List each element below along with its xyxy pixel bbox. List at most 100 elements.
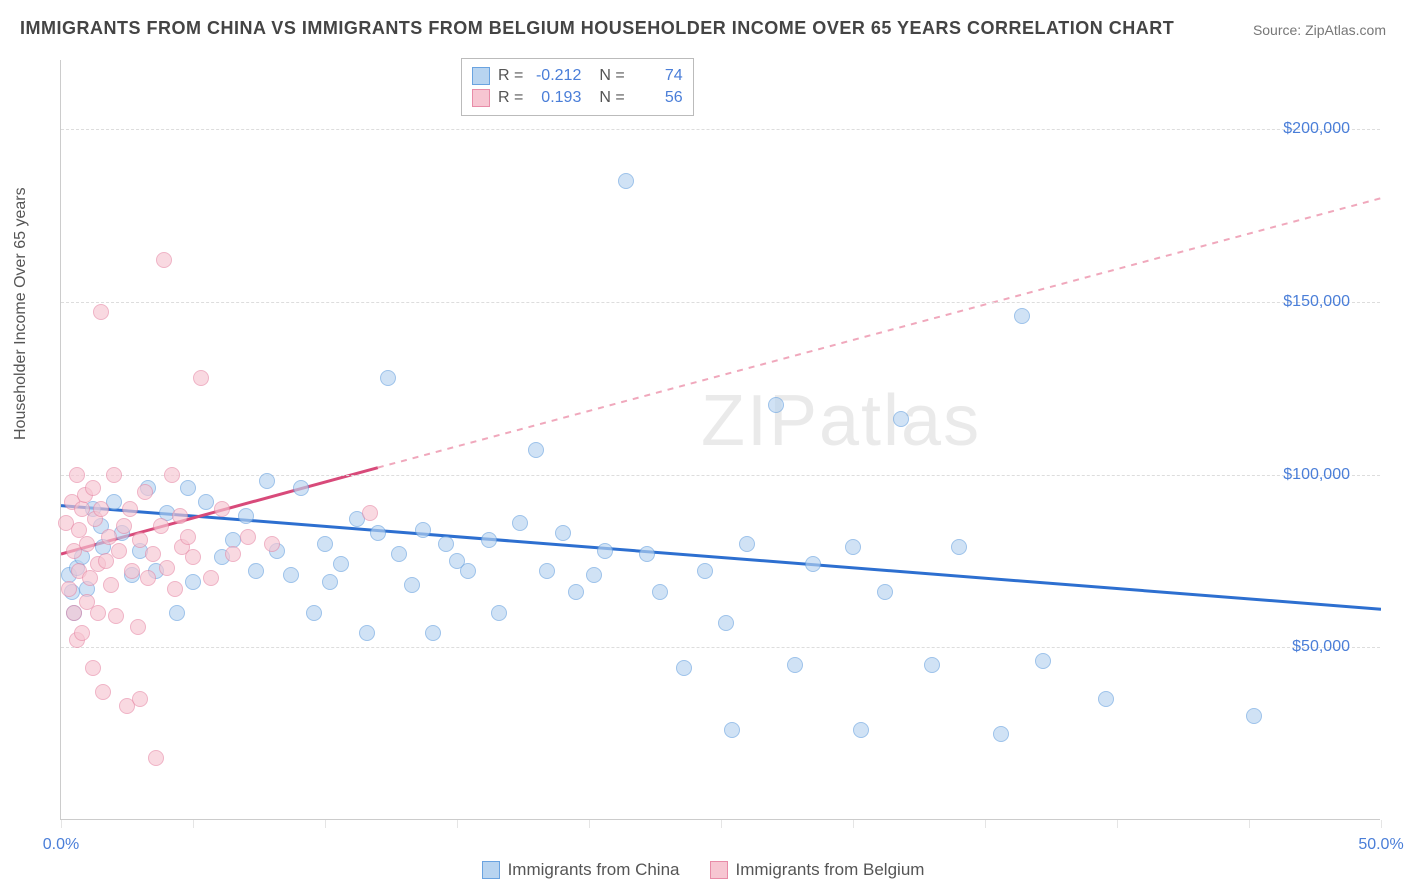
scatter-point <box>1014 308 1030 324</box>
gridline-h <box>61 302 1380 303</box>
scatter-point <box>415 522 431 538</box>
scatter-point <box>66 605 82 621</box>
scatter-point <box>597 543 613 559</box>
chart-area: ZIPatlas R =-0.212N =74R =0.193N =56 $50… <box>60 60 1380 820</box>
scatter-point <box>79 536 95 552</box>
tick-v <box>721 820 722 828</box>
scatter-point <box>225 546 241 562</box>
scatter-point <box>639 546 655 562</box>
scatter-point <box>877 584 893 600</box>
legend-label: Immigrants from China <box>508 860 680 880</box>
scatter-point <box>539 563 555 579</box>
scatter-point <box>259 473 275 489</box>
scatter-point <box>156 252 172 268</box>
scatter-point <box>193 370 209 386</box>
scatter-point <box>676 660 692 676</box>
scatter-point <box>333 556 349 572</box>
legend-stats-box: R = -0.212 N = 74R = 0.193 N = 56 <box>461 58 694 116</box>
scatter-point <box>404 577 420 593</box>
scatter-point <box>140 570 156 586</box>
scatter-point <box>108 608 124 624</box>
scatter-point <box>652 584 668 600</box>
scatter-point <box>61 581 77 597</box>
scatter-point <box>438 536 454 552</box>
legend-item: Immigrants from China <box>482 860 680 880</box>
tick-v <box>1249 820 1250 828</box>
scatter-point <box>111 543 127 559</box>
scatter-point <box>924 657 940 673</box>
bottom-legend: Immigrants from China Immigrants from Bel… <box>0 860 1406 880</box>
scatter-point <box>951 539 967 555</box>
scatter-point <box>697 563 713 579</box>
scatter-point <box>180 480 196 496</box>
scatter-point <box>481 532 497 548</box>
scatter-point <box>172 508 188 524</box>
tick-v <box>325 820 326 828</box>
scatter-point <box>185 574 201 590</box>
scatter-point <box>739 536 755 552</box>
scatter-point <box>787 657 803 673</box>
scatter-point <box>159 560 175 576</box>
scatter-point <box>460 563 476 579</box>
scatter-point <box>137 484 153 500</box>
scatter-point <box>853 722 869 738</box>
scatter-point <box>93 501 109 517</box>
y-tick-label: $150,000 <box>1283 293 1350 311</box>
tick-v <box>61 820 62 828</box>
scatter-point <box>359 625 375 641</box>
scatter-point <box>618 173 634 189</box>
legend-stat-row: R = 0.193 N = 56 <box>472 87 683 109</box>
r-value: 0.193 <box>531 87 581 109</box>
scatter-point <box>425 625 441 641</box>
scatter-point <box>116 518 132 534</box>
scatter-point <box>124 563 140 579</box>
y-tick-label: $50,000 <box>1292 638 1350 656</box>
scatter-point <box>491 605 507 621</box>
scatter-point <box>132 691 148 707</box>
tick-v <box>589 820 590 828</box>
scatter-point <box>203 570 219 586</box>
scatter-point <box>893 411 909 427</box>
scatter-point <box>362 505 378 521</box>
legend-label: Immigrants from Belgium <box>736 860 925 880</box>
r-label: R = <box>498 87 523 109</box>
scatter-point <box>214 501 230 517</box>
scatter-point <box>322 574 338 590</box>
source-label: Source: ZipAtlas.com <box>1253 22 1386 38</box>
scatter-point <box>528 442 544 458</box>
n-label: N = <box>599 87 624 109</box>
r-value: -0.212 <box>531 65 581 87</box>
n-value: 74 <box>633 65 683 87</box>
legend-item: Immigrants from Belgium <box>710 860 925 880</box>
n-label: N = <box>599 65 624 87</box>
legend-swatch <box>472 67 490 85</box>
scatter-point <box>169 605 185 621</box>
scatter-point <box>106 467 122 483</box>
scatter-point <box>90 605 106 621</box>
scatter-point <box>293 480 309 496</box>
scatter-point <box>317 536 333 552</box>
scatter-point <box>993 726 1009 742</box>
gridline-h <box>61 129 1380 130</box>
scatter-point <box>370 525 386 541</box>
scatter-point <box>568 584 584 600</box>
scatter-point <box>264 536 280 552</box>
scatter-point <box>82 570 98 586</box>
legend-swatch <box>482 861 500 879</box>
scatter-point <box>586 567 602 583</box>
scatter-point <box>130 619 146 635</box>
scatter-point <box>95 684 111 700</box>
tick-v <box>193 820 194 828</box>
scatter-point <box>768 397 784 413</box>
scatter-point <box>98 553 114 569</box>
scatter-point <box>85 480 101 496</box>
scatter-point <box>148 750 164 766</box>
gridline-h <box>61 647 1380 648</box>
x-tick-label: 0.0% <box>43 836 79 854</box>
scatter-point <box>132 532 148 548</box>
tick-v <box>853 820 854 828</box>
tick-v <box>457 820 458 828</box>
n-value: 56 <box>633 87 683 109</box>
scatter-point <box>718 615 734 631</box>
scatter-point <box>167 581 183 597</box>
